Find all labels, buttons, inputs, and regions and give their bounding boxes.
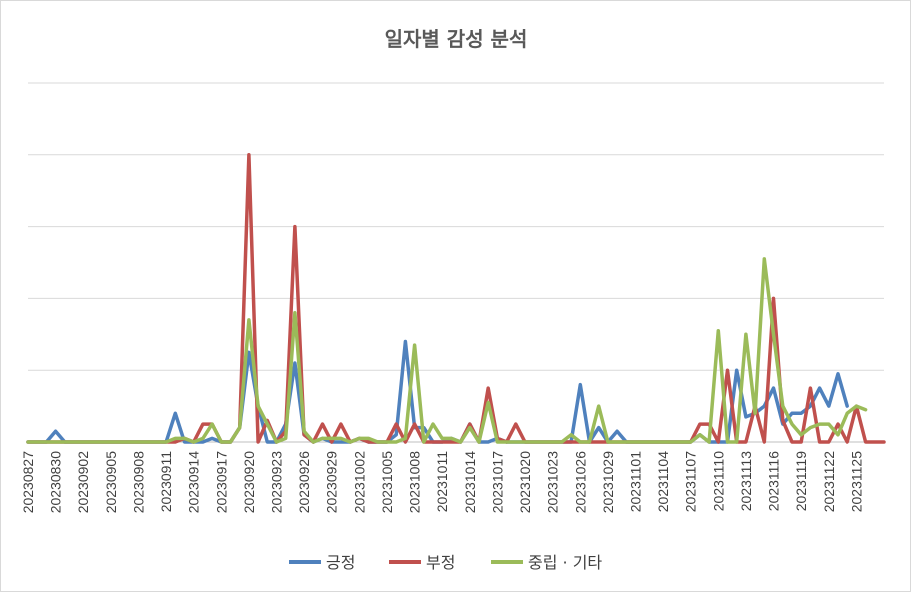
legend: 긍정 부정 중립 · 기타 [289,553,602,572]
x-tick-label: 20230830 [48,451,64,514]
x-axis: 20230827 20230830 20230902 20230905 20230908… [20,451,864,514]
chart-title: 일자별 감성 분석 [385,27,528,51]
x-tick-label: 20231101 [627,451,643,512]
plot-area [26,153,886,444]
legend-label-1: 긍정 [326,553,355,572]
x-tick-label: 20230926 [296,451,312,514]
x-tick-label: 20230929 [324,451,340,514]
x-tick-label: 20230923 [269,451,285,514]
x-tick-label: 20231029 [600,451,616,514]
series-line-3 [26,257,868,444]
x-tick-label: 20231113 [738,451,754,511]
x-tick-label: 20231116 [766,451,782,511]
legend-label-3: 중립 · 기타 [528,553,602,572]
x-tick-label: 20230920 [241,451,257,514]
legend-label-2: 부정 [426,553,455,572]
x-tick-label: 20230902 [75,451,91,514]
x-tick-label: 20231014 [462,451,478,514]
x-tick-label: 20231017 [489,451,505,514]
x-tick-label: 20231125 [848,451,864,512]
x-tick-label: 20231020 [517,451,533,514]
x-tick-label: 20231104 [655,451,671,512]
x-tick-label: 20230911 [158,451,174,512]
x-tick-label: 20230917 [213,451,229,514]
x-tick-label: 20231122 [821,451,837,512]
x-tick-label: 20231005 [379,451,395,514]
x-tick-label: 20230914 [186,451,202,514]
x-tick-label: 20231023 [545,451,561,514]
x-tick-label: 20231011 [434,451,450,512]
x-tick-label: 20231002 [351,451,367,514]
x-tick-label: 20230908 [130,451,146,514]
x-tick-label: 20231107 [683,451,699,512]
x-tick-label: 20231026 [572,451,588,514]
x-tick-label: 20231008 [407,451,423,514]
x-tick-label: 20231119 [793,451,809,511]
x-tick-label: 20230905 [103,451,119,514]
x-tick-label: 20231110 [710,451,726,511]
x-tick-label: 20230827 [20,451,36,514]
